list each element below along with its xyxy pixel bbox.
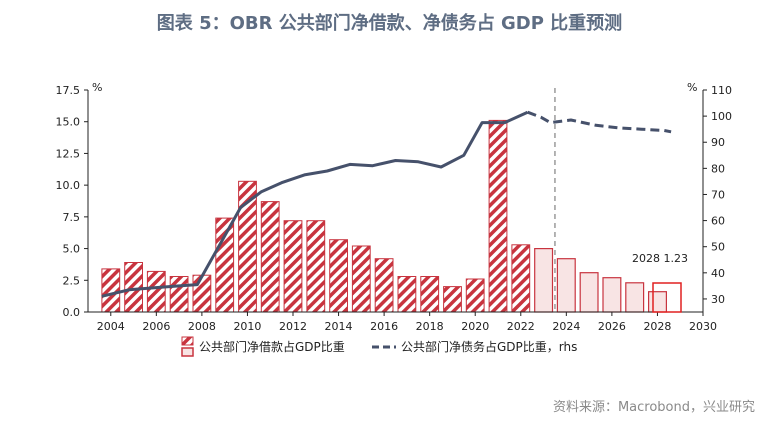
forecast-bar [625, 282, 645, 313]
right-tick-label: 70 [711, 188, 725, 201]
x-tick-label: 2020 [461, 320, 489, 333]
annotation-label: 2028 1.23 [632, 252, 688, 265]
legend-label-debt: 公共部门净债务占GDP比重，rhs [401, 339, 577, 354]
bar [329, 239, 349, 313]
bar [101, 268, 121, 313]
x-tick-label: 2022 [507, 320, 535, 333]
annotation-box [652, 282, 682, 313]
bar [215, 217, 235, 313]
annotation-2028: 2028 1.23 [632, 252, 688, 313]
legend-bar-swatch-forecast [181, 347, 194, 357]
x-tick-label: 2012 [279, 320, 307, 333]
bar [146, 270, 166, 313]
bar [169, 276, 189, 313]
lines-layer [101, 88, 672, 312]
bar [420, 276, 440, 313]
right-tick-label: 110 [711, 84, 732, 97]
x-tick-label: 2028 [643, 320, 671, 333]
bar [192, 274, 212, 313]
left-axis-unit: % [92, 81, 102, 94]
bar [397, 276, 417, 313]
left-tick-label: 0.0 [63, 306, 81, 319]
left-tick-label: 17.5 [56, 84, 81, 97]
x-tick-label: 2026 [598, 320, 626, 333]
x-tick-label: 2008 [188, 320, 216, 333]
bar [443, 286, 462, 313]
bar [488, 119, 508, 313]
x-tick-label: 2018 [416, 320, 444, 333]
x-tick-label: 2016 [370, 320, 398, 333]
bar [124, 262, 143, 313]
legend-label-borrowing: 公共部门净借款占GDP比重 [199, 339, 345, 354]
source-note: 资料来源：Macrobond，兴业研究 [552, 400, 755, 415]
forecast-bar [579, 272, 599, 313]
bars-layer [101, 119, 667, 313]
right-tick-label: 30 [711, 293, 725, 306]
forecast-debt-line [527, 110, 672, 134]
x-tick-label: 2024 [552, 320, 580, 333]
forecast-bar [556, 258, 576, 313]
left-tick-label: 12.5 [56, 147, 81, 160]
bar [374, 258, 394, 313]
right-axis-unit: % [687, 81, 697, 94]
left-tick-label: 15.0 [56, 116, 81, 129]
x-tick-label: 2004 [97, 320, 125, 333]
right-tick-label: 80 [711, 162, 725, 175]
left-tick-label: 2.5 [63, 274, 81, 287]
forecast-bar [534, 248, 554, 313]
bar [260, 201, 280, 313]
right-tick-label: 100 [711, 110, 732, 123]
bar [351, 245, 371, 313]
debt-line [101, 110, 529, 298]
bar [511, 244, 531, 313]
x-tick-label: 2014 [325, 320, 353, 333]
right-tick-label: 50 [711, 241, 725, 254]
legend: 公共部门净借款占GDP比重 公共部门净债务占GDP比重，rhs [181, 336, 577, 357]
x-tick-label: 2030 [689, 320, 717, 333]
forecast-bar [647, 291, 667, 313]
forecast-bar [602, 277, 622, 313]
axes-layer: 0.0 2.5 5.0 7.5 10.0 12.5 15.0 17.5 30 40 50 60 70 80… [56, 84, 733, 333]
bar [465, 278, 485, 313]
bar [283, 220, 303, 313]
chart-title: 图表 5：OBR 公共部门净借款、净债务占 GDP 比重预测 [156, 13, 623, 34]
x-tick-label: 2006 [142, 320, 170, 333]
legend-bar-swatch [181, 336, 194, 346]
right-tick-label: 40 [711, 267, 725, 280]
right-tick-label: 60 [711, 215, 725, 228]
bar [306, 220, 326, 313]
left-tick-label: 10.0 [56, 179, 81, 192]
left-tick-label: 5.0 [63, 243, 81, 256]
right-tick-label: 90 [711, 136, 725, 149]
x-tick-label: 2010 [233, 320, 261, 333]
left-tick-label: 7.5 [63, 211, 81, 224]
